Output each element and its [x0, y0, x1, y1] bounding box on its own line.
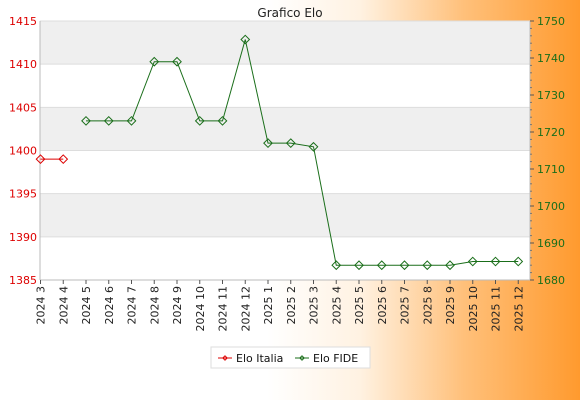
- plot-band: [40, 21, 530, 65]
- x-tick-label: 2025 5: [353, 286, 366, 325]
- x-tick-label: 2024 12: [239, 286, 252, 332]
- y-left-tick-label: 1390: [9, 231, 37, 244]
- x-tick-label: 2024 8: [148, 286, 161, 325]
- x-tick-label: 2024 10: [194, 286, 207, 332]
- x-tick-label: 2025 4: [330, 286, 343, 325]
- x-tick-label: 2025 11: [490, 286, 503, 332]
- y-left-tick-label: 1415: [9, 15, 37, 28]
- x-tick-label: 2024 7: [126, 286, 139, 325]
- plot-band: [40, 64, 530, 108]
- y-right-tick-label: 1710: [537, 163, 565, 176]
- data-point: [103, 115, 114, 126]
- data-point: [490, 256, 501, 267]
- y-axis-left-ticks: 1385 1390 1395 1400 1405 1410 1415: [9, 15, 37, 287]
- plot-band: [40, 193, 530, 237]
- plot-band: [40, 236, 530, 280]
- x-tick-label: 2024 11: [217, 286, 230, 332]
- y-left-tick-label: 1395: [9, 188, 37, 201]
- data-point: [126, 115, 137, 126]
- plot-band: [40, 150, 530, 194]
- x-tick-label: 2025 7: [399, 286, 412, 325]
- x-tick-label: 2024 6: [103, 286, 116, 325]
- data-point: [35, 154, 46, 165]
- data-point: [81, 115, 91, 126]
- series-layer: [35, 34, 524, 271]
- y-left-tick-label: 1405: [9, 101, 37, 114]
- data-point: [445, 260, 455, 271]
- data-point: [240, 34, 251, 45]
- chart-title: Grafico Elo: [257, 6, 322, 20]
- x-tick-label: 2024 9: [171, 286, 184, 325]
- data-point: [194, 115, 205, 126]
- y-right-tick-label: 1680: [537, 274, 565, 287]
- plot-band: [40, 107, 530, 151]
- x-tick-label: 2024 3: [35, 286, 48, 325]
- legend-swatch-marker: [299, 355, 305, 361]
- data-point: [58, 154, 69, 165]
- y-right-tick-label: 1690: [537, 237, 565, 250]
- data-point: [263, 138, 273, 149]
- x-tick-label: 2025 1: [262, 286, 275, 325]
- legend-box: [210, 346, 371, 369]
- legend-label: Elo FIDE: [313, 352, 358, 365]
- data-point: [467, 256, 478, 267]
- x-tick-label: 2024 4: [57, 286, 70, 325]
- y-left-tick-label: 1400: [9, 145, 37, 158]
- data-point: [172, 56, 182, 67]
- data-point: [354, 260, 364, 271]
- data-point: [331, 260, 342, 271]
- data-point: [513, 256, 524, 267]
- data-point: [376, 260, 387, 271]
- legend: Elo Italia Elo FIDE: [210, 346, 371, 369]
- y-right-tick-label: 1700: [537, 200, 565, 213]
- data-point: [308, 141, 319, 152]
- data-point: [422, 260, 433, 271]
- x-tick-label: 2025 2: [285, 286, 298, 325]
- y-axis-right-ticks: 1680 1690 1700 1710 1720 1730 1740 1750: [530, 15, 565, 287]
- x-tick-label: 2025 9: [444, 286, 457, 325]
- x-tick-label: 2025 3: [308, 286, 321, 325]
- x-tick-label: 2025 12: [512, 286, 525, 332]
- y-right-tick-label: 1740: [537, 52, 565, 65]
- legend-label: Elo Italia: [236, 352, 283, 365]
- y-left-tick-label: 1410: [9, 58, 37, 71]
- data-point: [149, 56, 160, 67]
- legend-swatch-marker: [222, 355, 228, 361]
- x-tick-label: 2025 8: [421, 286, 434, 325]
- y-left-tick-label: 1385: [9, 274, 37, 287]
- y-right-tick-label: 1720: [537, 126, 565, 139]
- y-right-tick-label: 1750: [537, 15, 565, 28]
- axes: [39, 21, 531, 281]
- x-tick-label: 2024 5: [80, 286, 93, 325]
- data-point: [285, 138, 296, 149]
- x-tick-label: 2025 10: [467, 286, 480, 332]
- x-axis-ticks: 2024 3 2024 4 2024 5 2024 6 2024 7 2024 8 2024…: [35, 280, 525, 332]
- data-point: [399, 260, 410, 271]
- x-tick-label: 2025 6: [376, 286, 389, 325]
- y-right-tick-label: 1730: [537, 89, 565, 102]
- data-point: [217, 115, 228, 126]
